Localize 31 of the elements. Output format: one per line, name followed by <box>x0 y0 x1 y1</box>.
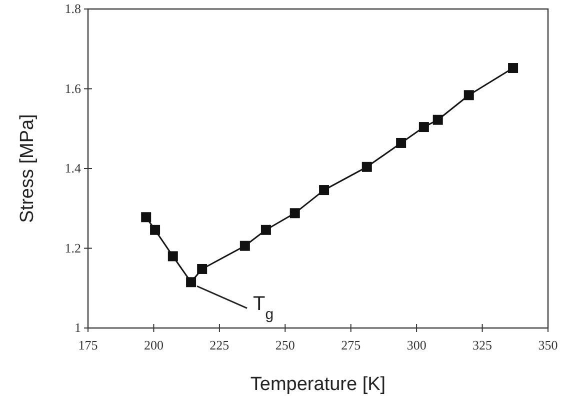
point <box>186 277 196 288</box>
x-tick-label: 250 <box>275 337 295 352</box>
x-tick-label: 325 <box>472 337 492 352</box>
annotation: T$_{g}$ <box>253 293 274 323</box>
point <box>290 208 300 218</box>
point <box>418 122 429 132</box>
point <box>396 138 406 148</box>
x-tick-label: 275 <box>341 337 361 352</box>
point <box>240 240 250 251</box>
x-tick-label: 200 <box>144 337 164 352</box>
point <box>432 114 443 125</box>
x-axis-title: Temperature [K] <box>250 374 386 395</box>
y-tick-label: 1 <box>74 320 81 336</box>
y-tick-label: 1.2 <box>64 240 81 256</box>
point <box>150 224 160 235</box>
y-axis-title: Stress [MPa] <box>17 114 38 223</box>
point <box>197 264 208 274</box>
y-tick-label: 1.8 <box>64 1 81 16</box>
point <box>362 162 372 172</box>
x-tick-label: 350 <box>538 337 558 352</box>
x-tick-label: 175 <box>78 337 98 352</box>
y-tick-label: 1.4 <box>64 160 82 176</box>
point <box>464 90 474 100</box>
point <box>508 63 518 74</box>
point <box>319 185 330 196</box>
x-tick-label: 225 <box>210 337 230 352</box>
point <box>260 224 271 235</box>
x-tick-label: 300 <box>406 337 426 352</box>
y-tick-label: 1.6 <box>64 80 82 96</box>
point <box>141 212 152 222</box>
point <box>168 251 178 262</box>
